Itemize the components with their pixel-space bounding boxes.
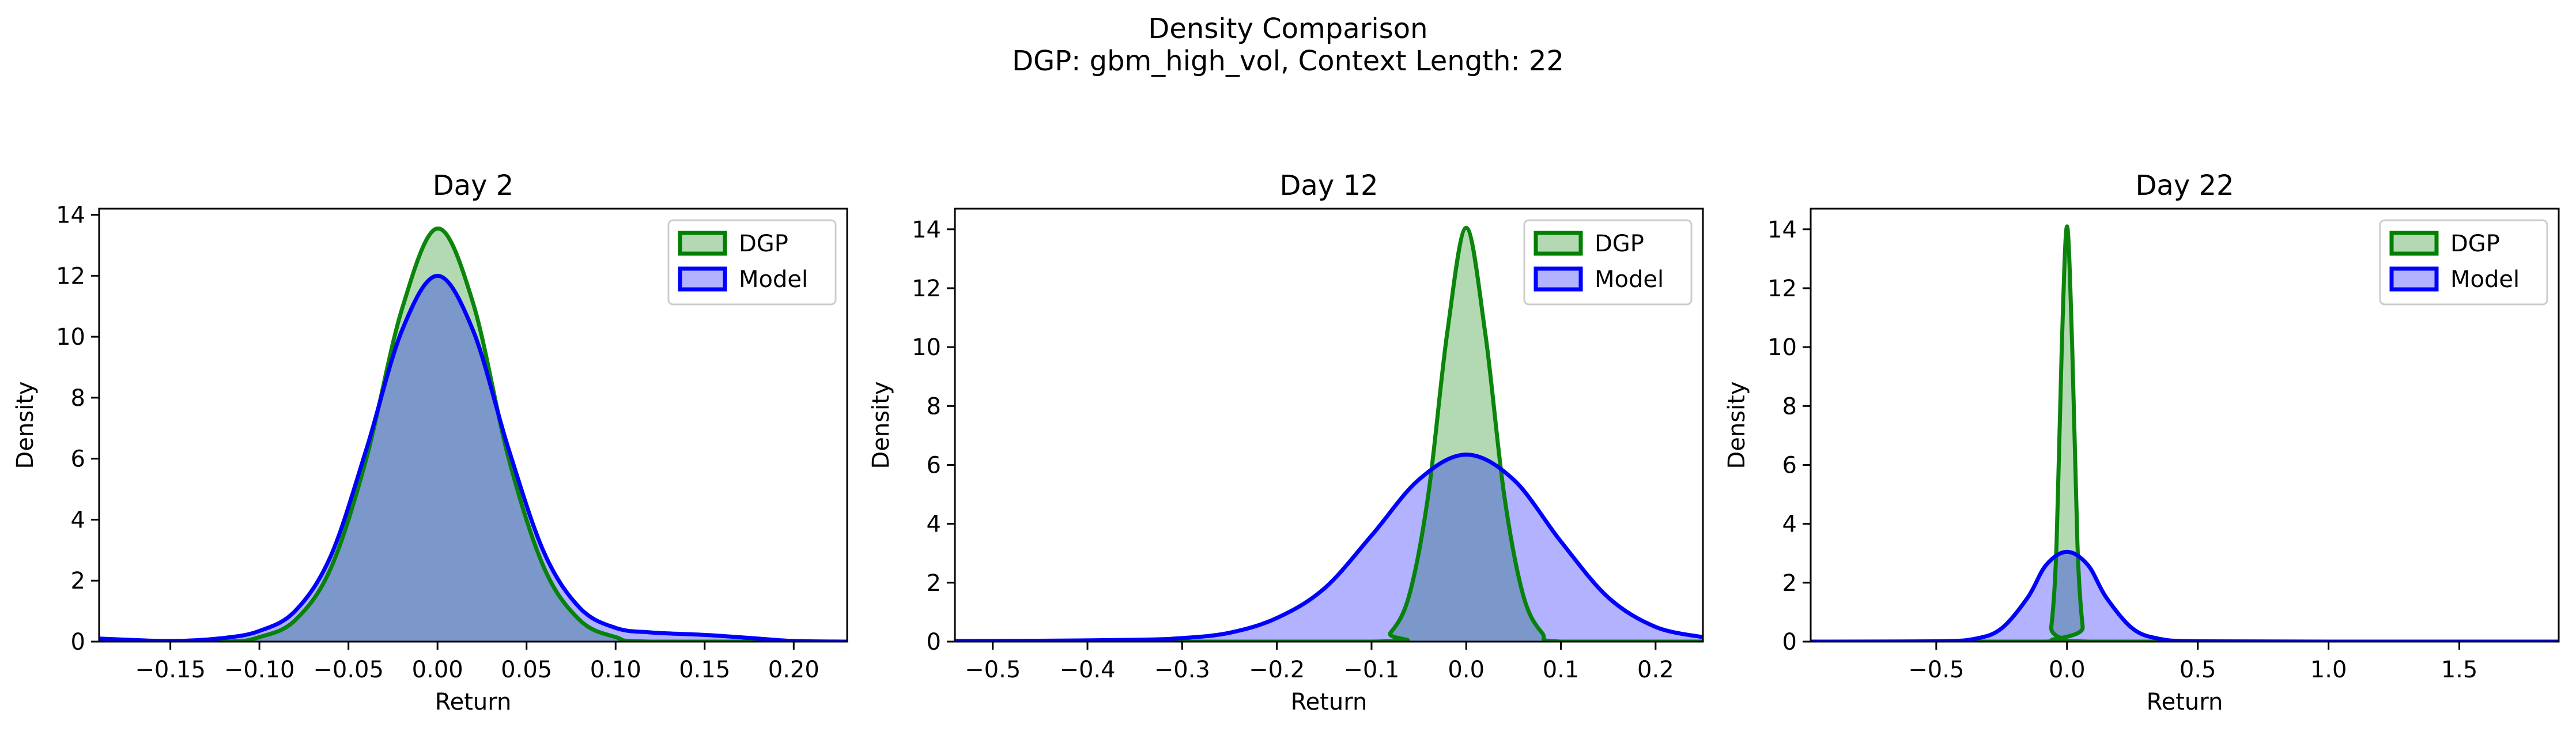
y-tick-label: 4 — [927, 511, 941, 538]
y-tick-label: 2 — [71, 568, 85, 594]
plot-area — [99, 226, 847, 642]
series-fill-model — [1811, 552, 2559, 642]
legend-box — [667, 219, 837, 306]
panel-title: Day 12 — [1279, 169, 1378, 202]
legend-swatch-dgp — [1533, 231, 1583, 256]
legend-swatch-dgp — [2389, 231, 2439, 256]
x-axis-label: Return — [435, 689, 512, 715]
series-line-model — [955, 453, 1703, 642]
x-tick-label: −0.10 — [224, 657, 295, 683]
legend-label-dgp: DGP — [2450, 231, 2500, 257]
legend-box — [2379, 219, 2548, 306]
y-tick-label: 14 — [912, 217, 941, 243]
series-line-dgp — [99, 226, 847, 642]
figure-title-line2: DGP: gbm_high_vol, Context Length: 22 — [1012, 45, 1564, 77]
axes-frame — [954, 208, 1704, 643]
legend: DGP Model — [1523, 219, 1693, 306]
axes-frame — [98, 208, 848, 643]
legend-label-model: Model — [1595, 266, 1664, 293]
legend-label-dgp: DGP — [739, 231, 788, 257]
series-line-model — [1811, 549, 2559, 642]
x-tick-label: −0.3 — [1154, 657, 1210, 683]
y-tick-label: 8 — [927, 393, 941, 420]
y-tick-label: 8 — [1782, 393, 1797, 420]
x-tick-label: 0.20 — [768, 657, 819, 683]
x-tick-label: −0.2 — [1249, 657, 1305, 683]
x-axis-label: Return — [2147, 689, 2223, 715]
y-axis-label: Density — [1724, 381, 1750, 469]
legend-swatch-model — [2389, 266, 2439, 292]
legend-label-dgp: DGP — [1595, 231, 1644, 257]
y-tick-label: 0 — [71, 629, 85, 655]
x-tick-label: 0.0 — [2049, 657, 2086, 683]
x-tick-label: 0.1 — [1543, 657, 1580, 683]
x-tick-label: −0.1 — [1343, 657, 1399, 683]
y-tick-label: 2 — [927, 570, 941, 597]
y-tick-label: 0 — [1782, 629, 1797, 655]
y-tick-label: 12 — [912, 276, 941, 302]
series-fill-model — [99, 276, 847, 642]
x-tick-label: −0.5 — [1908, 657, 1964, 683]
y-tick-label: 10 — [56, 324, 85, 350]
y-tick-label: 14 — [56, 202, 85, 229]
series-fill-model — [955, 454, 1703, 642]
x-tick-label: −0.05 — [313, 657, 384, 683]
x-tick-label: 1.0 — [2310, 657, 2347, 683]
y-axis-label: Density — [12, 381, 39, 469]
y-tick-label: 0 — [927, 629, 941, 655]
x-tick-label: 0.5 — [2180, 657, 2216, 683]
y-tick-label: 4 — [71, 507, 85, 533]
legend-box — [1523, 219, 1693, 306]
legend-swatch-model — [678, 266, 727, 292]
panel-title: Day 2 — [433, 169, 514, 202]
y-tick-label: 12 — [1767, 276, 1797, 302]
y-tick-label: 6 — [1782, 452, 1797, 478]
x-tick-label: 0.2 — [1637, 657, 1674, 683]
x-tick-label: 1.5 — [2441, 657, 2478, 683]
x-tick-label: 0.00 — [412, 657, 463, 683]
legend-label-model: Model — [739, 266, 808, 293]
panel-3: −0.5 0.0 0.5 1.0 1.5 0 2 4 6 8 10 12 14 Day 22 Return D… — [1724, 169, 2560, 715]
y-tick-label: 14 — [1767, 217, 1797, 243]
x-axis-label: Return — [1291, 689, 1368, 715]
series-fill-dgp — [99, 228, 847, 642]
panel-2: −0.5 −0.4 −0.3 −0.2 −0.1 0.0 0.1 0.2 0 2 4 6 8 10 12 14… — [868, 169, 1704, 715]
axes-frame — [1810, 208, 2560, 643]
x-tick-label: −0.4 — [1059, 657, 1115, 683]
panel-1: −0.15 −0.10 −0.05 0.00 0.05 0.10 0.15 0.20 0 2 4 6 8… — [12, 169, 848, 715]
x-tick-label: −0.15 — [135, 657, 206, 683]
x-tick-label: −0.5 — [965, 657, 1021, 683]
legend-label-model: Model — [2450, 266, 2520, 293]
legend: DGP Model — [667, 219, 837, 306]
x-tick-label: 0.05 — [501, 657, 552, 683]
legend: DGP Model — [2379, 219, 2548, 306]
series-line-model — [99, 273, 847, 642]
y-tick-label: 10 — [1767, 334, 1797, 361]
y-tick-label: 12 — [56, 263, 85, 289]
x-tick-label: 0.10 — [590, 657, 641, 683]
y-tick-label: 6 — [927, 452, 941, 478]
y-tick-label: 2 — [1782, 570, 1797, 597]
legend-swatch-dgp — [678, 231, 727, 256]
legend-swatch-model — [1533, 266, 1583, 292]
y-tick-label: 8 — [71, 385, 85, 412]
y-tick-label: 10 — [912, 334, 941, 361]
figure-title-line1: Density Comparison — [1148, 13, 1427, 45]
y-tick-label: 6 — [71, 446, 85, 473]
panel-title: Day 22 — [2135, 169, 2234, 202]
x-tick-label: 0.15 — [679, 657, 730, 683]
y-axis-label: Density — [868, 381, 894, 469]
x-tick-label: 0.0 — [1448, 657, 1485, 683]
y-tick-label: 4 — [1782, 511, 1797, 538]
